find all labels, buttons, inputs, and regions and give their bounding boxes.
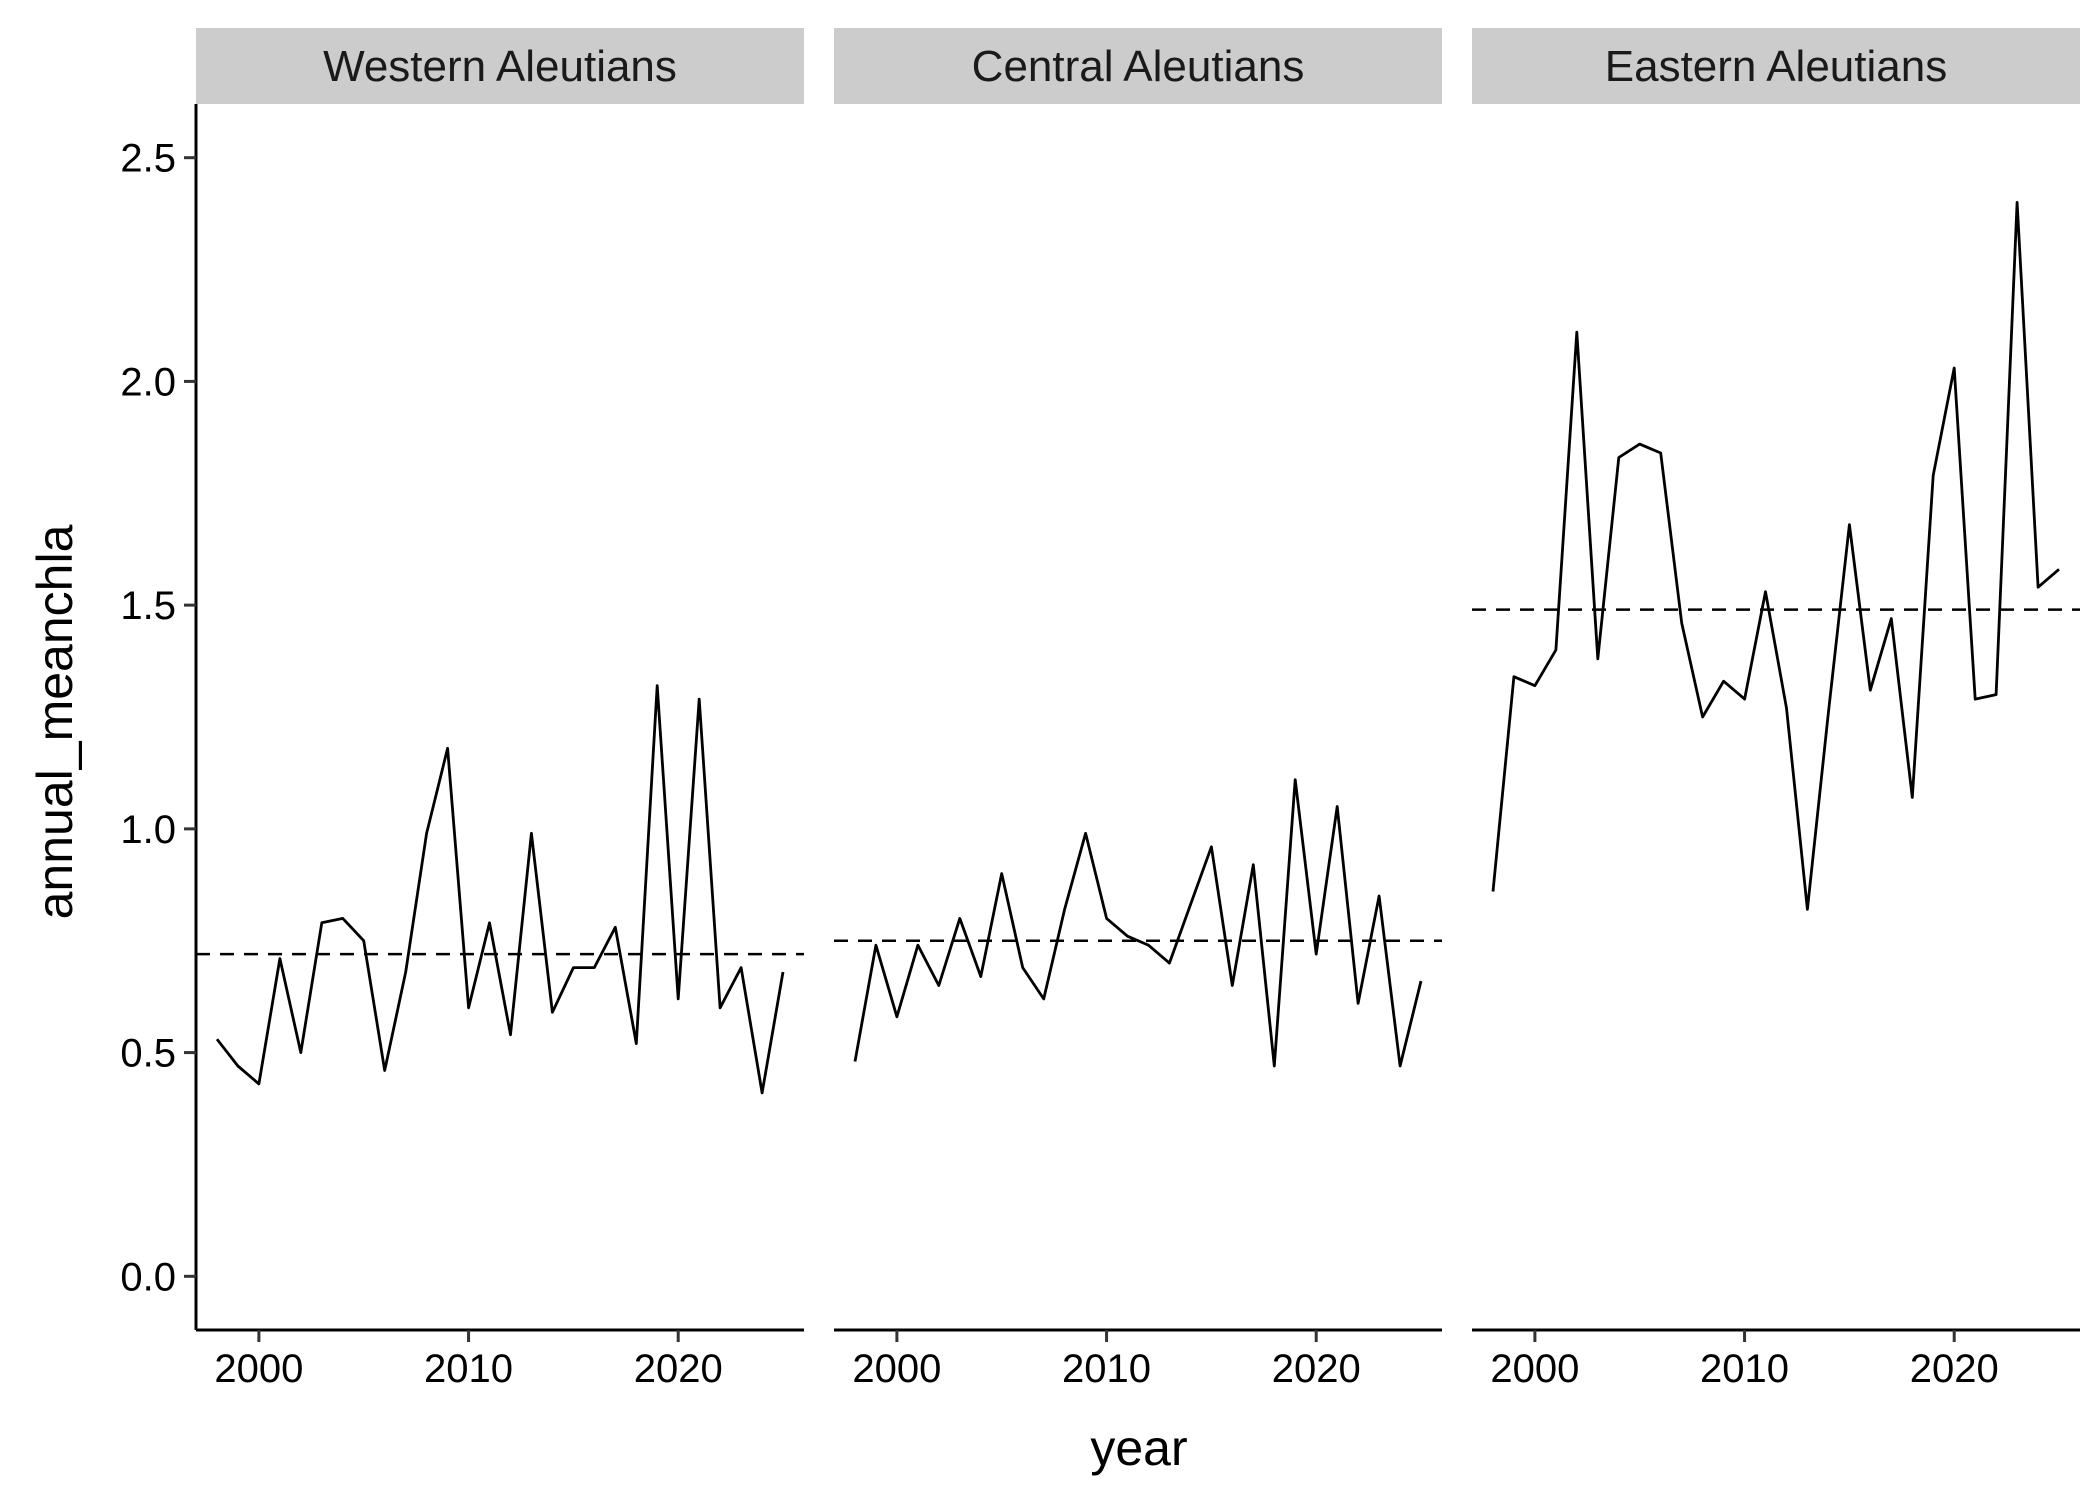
series-line: [215, 684, 785, 1095]
x-tick-label: 2010: [1700, 1347, 1789, 1391]
y-tick-label: 1.5: [120, 584, 176, 628]
y-tick-label: 0.5: [120, 1032, 176, 1076]
x-tick-label: 2020: [1272, 1347, 1361, 1391]
strip-label: Central Aleutians: [972, 42, 1305, 91]
strip-label: Eastern Aleutians: [1605, 42, 1947, 91]
strip-background: [834, 28, 1442, 104]
x-tick-label: 2010: [1062, 1347, 1151, 1391]
strip-background: [1472, 28, 2080, 104]
series-line: [1491, 200, 2060, 911]
y-tick-label: 2.0: [120, 360, 176, 404]
y-tick-label: 0.0: [120, 1255, 176, 1299]
x-tick-label: 2000: [852, 1347, 941, 1391]
panel-western-aleutians: Western Aleutians 2000 2010 2020: [196, 28, 804, 1391]
y-tick-label: 1.0: [120, 808, 176, 852]
x-axis-title: year: [1090, 1420, 1187, 1476]
series-line: [853, 778, 1423, 1068]
strip-background: [196, 28, 804, 104]
y-tick-label: 2.5: [120, 137, 176, 181]
x-tick-label: 2010: [424, 1347, 513, 1391]
panel-eastern-aleutians: Eastern Aleutians 2000 2010 2020: [1472, 28, 2080, 1391]
x-tick-label: 2000: [1490, 1347, 1579, 1391]
x-tick-label: 2020: [634, 1347, 723, 1391]
y-axis: 0.0 0.5 1.0 1.5 2.0 2.5: [120, 104, 198, 1330]
panel-central-aleutians: Central Aleutians 2000 2010 2020: [834, 28, 1442, 1391]
x-tick-label: 2000: [214, 1347, 303, 1391]
strip-label: Western Aleutians: [323, 42, 677, 91]
y-axis-title: annual_meanchla: [27, 524, 83, 919]
x-tick-label: 2020: [1910, 1347, 1999, 1391]
